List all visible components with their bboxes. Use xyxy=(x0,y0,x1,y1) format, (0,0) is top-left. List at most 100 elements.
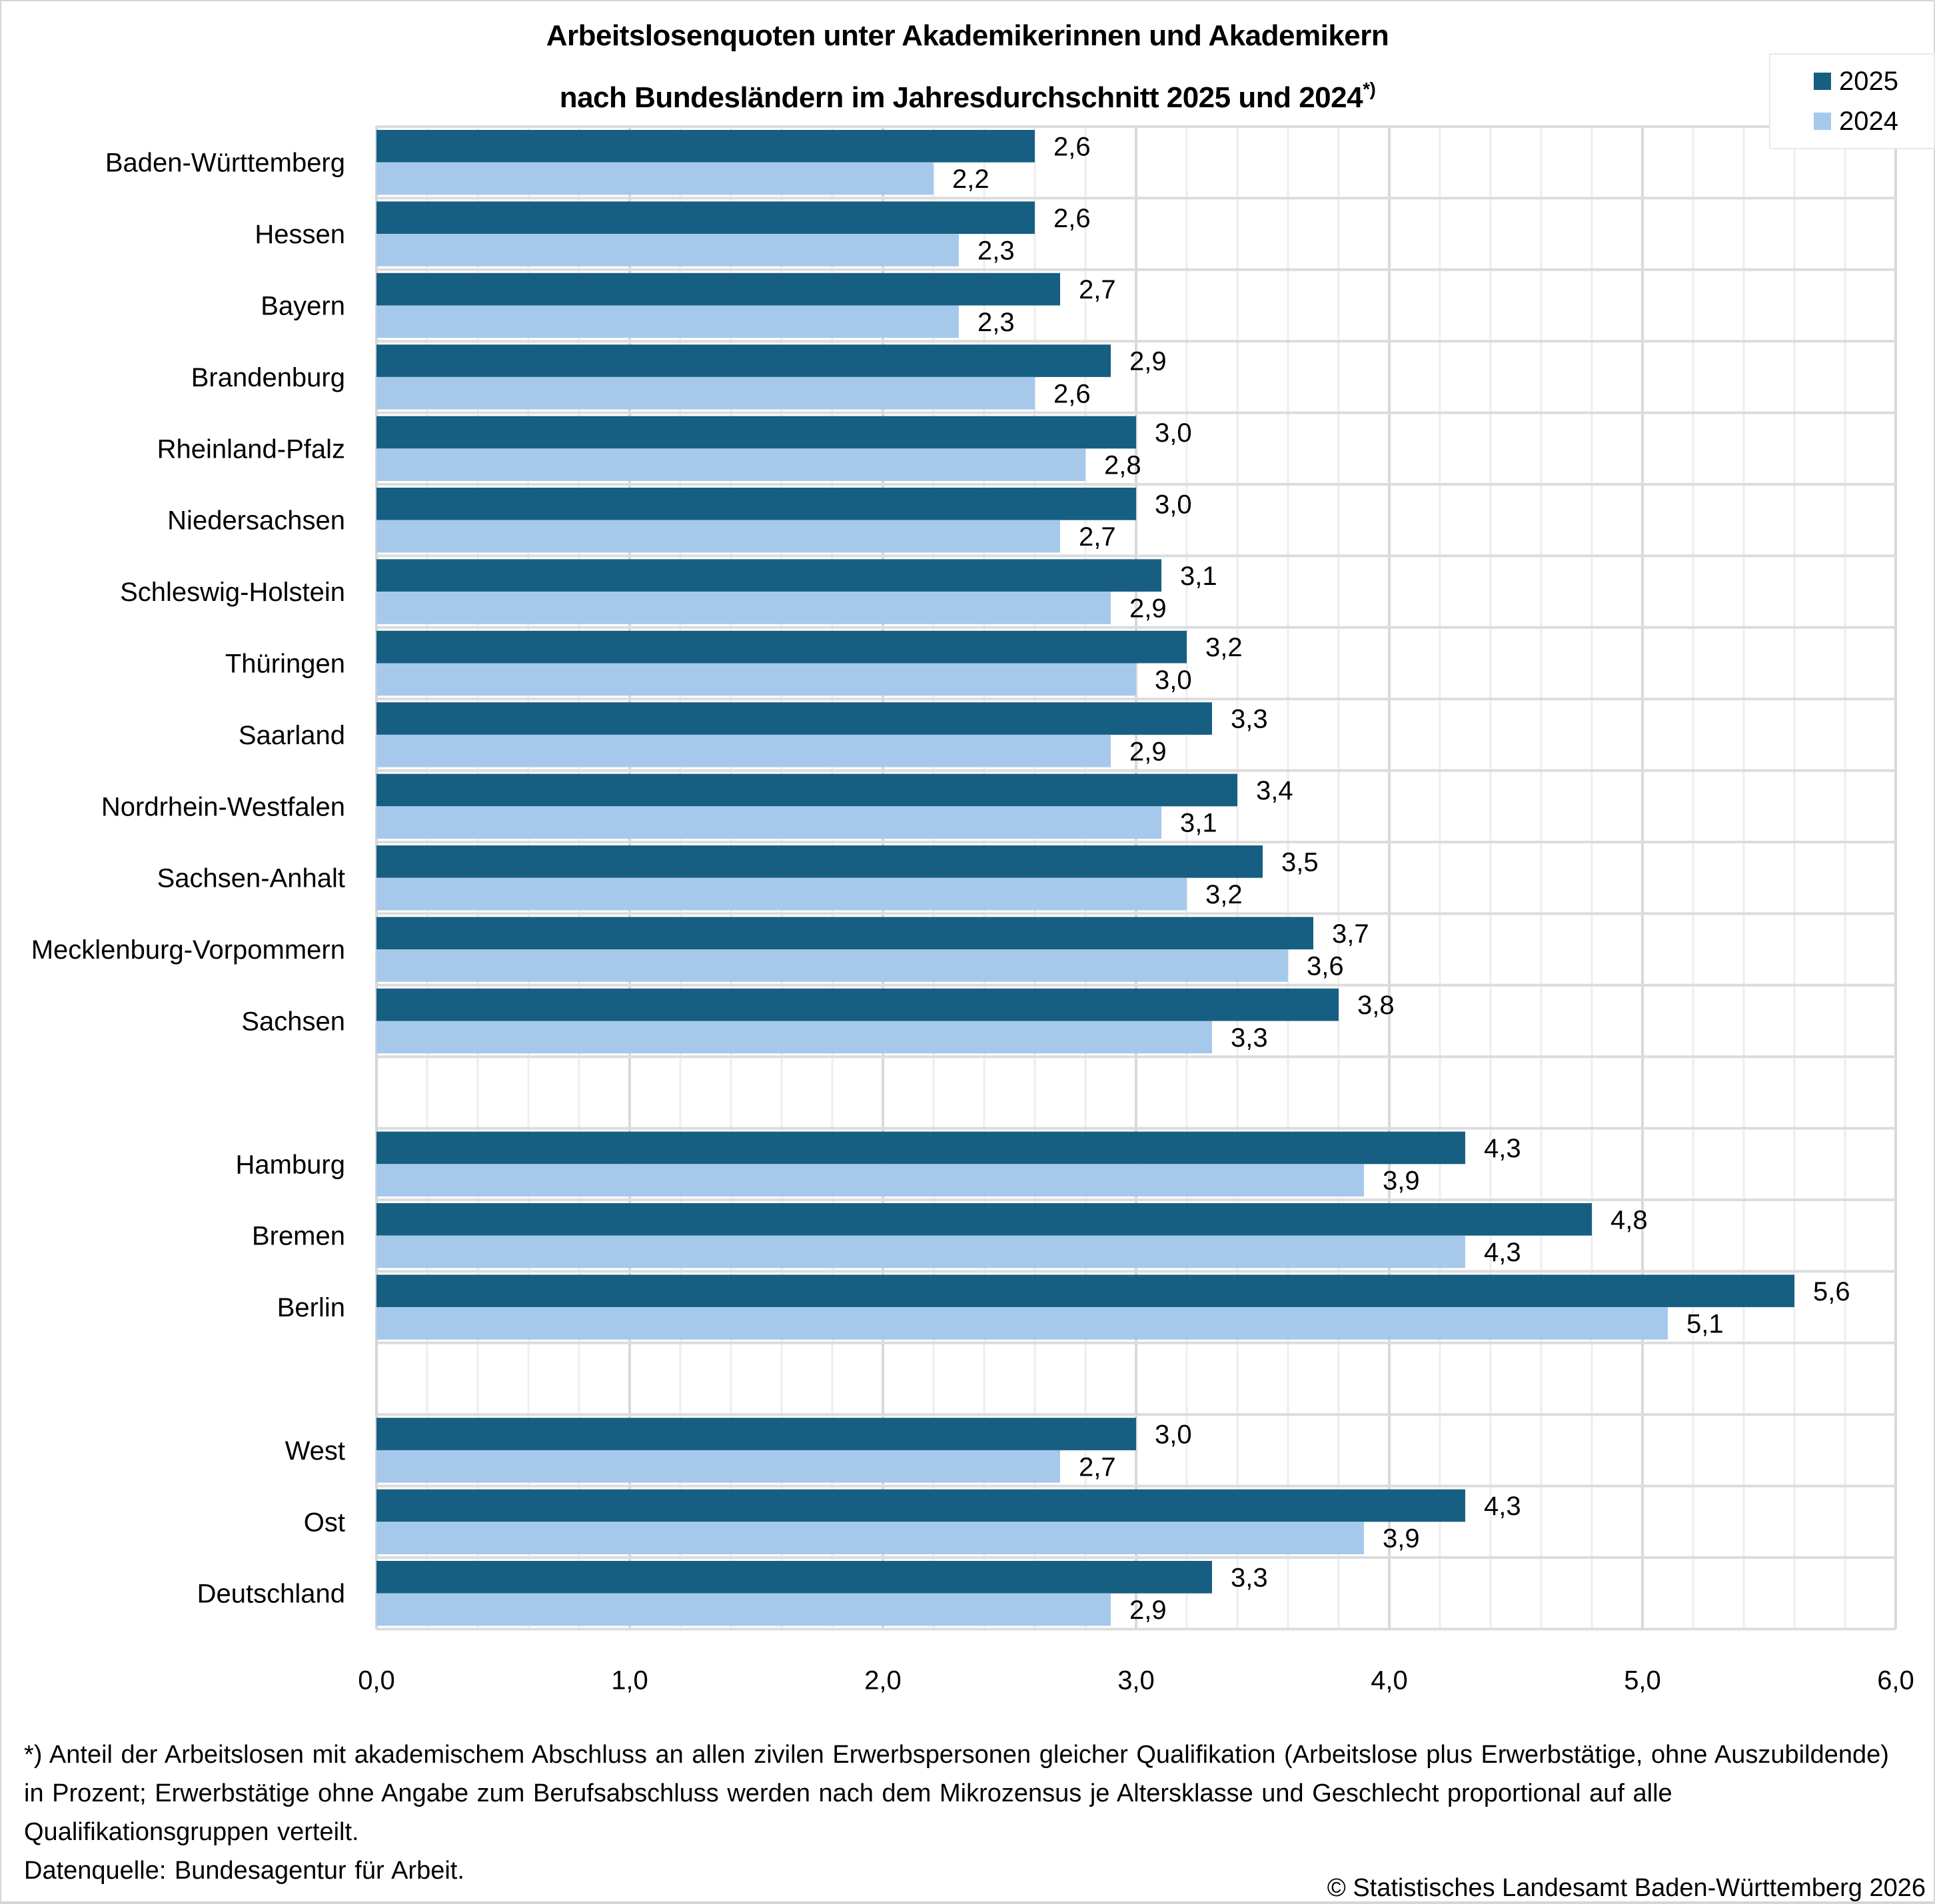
chart-title-line-1: Arbeitslosenquoten unter Akademikerinnen… xyxy=(546,19,1389,52)
bar-2024-schleswig-holstein[interactable] xyxy=(376,592,1111,624)
category-label-thueringen: Thüringen xyxy=(225,650,345,679)
data-label-2024-sachsen-anhalt: 3,2 xyxy=(1205,880,1243,909)
bar-2024-brandenburg[interactable] xyxy=(376,376,1035,410)
bar-2025-hamburg[interactable] xyxy=(376,1131,1465,1165)
bar-2025-hessen[interactable] xyxy=(376,201,1035,235)
data-label-2024-niedersachsen: 2,7 xyxy=(1079,522,1116,552)
category-label-west: West xyxy=(285,1436,345,1466)
data-label-2025-rheinland-pfalz: 3,0 xyxy=(1155,418,1192,448)
legend-item-2025[interactable]: 2025 xyxy=(1814,61,1898,101)
bar-2024-saarland[interactable] xyxy=(376,734,1111,767)
bar-2025-rheinland-pfalz[interactable] xyxy=(376,416,1136,449)
data-label-2025-nordrhein-westfalen: 3,4 xyxy=(1256,776,1293,805)
bar-2024-sachsen-anhalt[interactable] xyxy=(376,877,1187,911)
category-label-sachsen: Sachsen xyxy=(241,1007,345,1037)
bar-2025-brandenburg[interactable] xyxy=(376,344,1111,377)
data-label-2024-bayern: 2,3 xyxy=(977,308,1015,337)
bar-2025-mecklenburg-vorpommern[interactable] xyxy=(376,917,1313,950)
bar-2025-nordrhein-westfalen[interactable] xyxy=(376,773,1237,807)
bar-2024-deutschland[interactable] xyxy=(376,1593,1111,1626)
bar-2025-bremen[interactable] xyxy=(376,1203,1592,1236)
bar-2024-baden-wuerttemberg[interactable] xyxy=(376,162,934,195)
data-label-2024-west: 2,7 xyxy=(1079,1452,1116,1482)
category-label-hamburg: Hamburg xyxy=(235,1150,345,1179)
data-label-2024-saarland: 2,9 xyxy=(1129,737,1167,766)
category-label-ost: Ost xyxy=(304,1508,345,1537)
bar-2025-thueringen[interactable] xyxy=(376,630,1187,664)
data-labels: 2,6 2,2 2,6 2,3 2,7 2,3 2,9 2,6 3,0 2,8 3,0 2,7 3,1 2… xyxy=(952,132,1850,1625)
x-tick-label: 4,0 xyxy=(1371,1666,1408,1695)
chart-title-line-2: nach Bundesländern im Jahresdurchschnitt… xyxy=(0,63,1935,125)
data-label-2024-ost: 3,9 xyxy=(1383,1524,1420,1554)
chart-title-line-2-text: nach Bundesländern im Jahresdurchschnitt… xyxy=(559,81,1363,114)
data-label-2025-brandenburg: 2,9 xyxy=(1129,347,1167,376)
bar-2025-deutschland[interactable] xyxy=(376,1561,1212,1594)
data-label-2024-thueringen: 3,0 xyxy=(1155,666,1192,695)
bar-2025-sachsen[interactable] xyxy=(376,988,1339,1021)
data-label-2024-nordrhein-westfalen: 3,1 xyxy=(1180,809,1217,838)
x-axis-ticks: 0,0 1,0 2,0 3,0 4,0 5,0 6,0 xyxy=(358,1666,1914,1695)
bar-2025-sachsen-anhalt[interactable] xyxy=(376,845,1263,878)
data-label-2025-sachsen: 3,8 xyxy=(1357,991,1395,1020)
data-label-2025-niedersachsen: 3,0 xyxy=(1155,490,1192,519)
bar-2024-niedersachsen[interactable] xyxy=(376,520,1060,553)
data-label-2025-hamburg: 4,3 xyxy=(1484,1134,1521,1163)
legend: 2025 2024 xyxy=(1769,53,1935,149)
bar-2024-west[interactable] xyxy=(376,1450,1060,1483)
bar-2024-berlin[interactable] xyxy=(376,1307,1668,1340)
data-label-2024-berlin: 5,1 xyxy=(1686,1309,1724,1338)
bar-2025-saarland[interactable] xyxy=(376,702,1212,735)
legend-item-2024[interactable]: 2024 xyxy=(1814,101,1898,141)
data-label-2025-west: 3,0 xyxy=(1155,1420,1192,1450)
data-label-2025-deutschland: 3,3 xyxy=(1231,1563,1268,1592)
data-label-2025-berlin: 5,6 xyxy=(1813,1277,1850,1306)
bar-2024-bremen[interactable] xyxy=(376,1235,1465,1268)
category-label-niedersachsen: Niedersachsen xyxy=(167,506,345,536)
bar-2025-schleswig-holstein[interactable] xyxy=(376,559,1161,592)
category-label-rheinland-pfalz: Rheinland-Pfalz xyxy=(157,434,345,464)
bar-2024-ost[interactable] xyxy=(376,1522,1364,1554)
bar-chart: 2,6 2,2 2,6 2,3 2,7 2,3 2,9 2,6 3,0 2,8 3,0 2,7 3,1 2… xyxy=(31,125,1914,1695)
bar-2024-hamburg[interactable] xyxy=(376,1164,1364,1196)
chart-title: Arbeitslosenquoten unter Akademikerinnen… xyxy=(0,9,1935,125)
bar-2024-bayern[interactable] xyxy=(376,305,959,338)
copyright: © Statistisches Landesamt Baden-Württemb… xyxy=(1327,1874,1926,1902)
bar-2025-berlin[interactable] xyxy=(376,1274,1794,1308)
category-label-hessen: Hessen xyxy=(255,220,345,249)
x-tick-label: 6,0 xyxy=(1877,1666,1914,1695)
category-label-brandenburg: Brandenburg xyxy=(191,363,345,392)
bar-2025-baden-wuerttemberg[interactable] xyxy=(376,130,1035,163)
x-tick-label: 0,0 xyxy=(358,1666,395,1695)
bar-2025-bayern[interactable] xyxy=(376,272,1060,306)
category-label-berlin: Berlin xyxy=(277,1293,345,1322)
category-label-nordrhein-westfalen: Nordrhein-Westfalen xyxy=(101,792,345,821)
bar-2025-west[interactable] xyxy=(376,1418,1136,1450)
footnote-marker: *) xyxy=(1363,79,1376,99)
bar-2024-rheinland-pfalz[interactable] xyxy=(376,448,1085,481)
data-label-2025-bayern: 2,7 xyxy=(1079,275,1116,304)
legend-label-2024: 2024 xyxy=(1839,106,1898,136)
data-label-2025-saarland: 3,3 xyxy=(1231,705,1268,734)
bar-2024-thueringen[interactable] xyxy=(376,663,1136,696)
data-label-2025-sachsen-anhalt: 3,5 xyxy=(1281,847,1319,877)
bar-2024-hessen[interactable] xyxy=(376,234,959,266)
legend-swatch-2025 xyxy=(1814,73,1831,90)
data-label-2024-hamburg: 3,9 xyxy=(1383,1167,1420,1196)
bar-2024-nordrhein-westfalen[interactable] xyxy=(376,806,1161,839)
category-label-baden-wuerttemberg: Baden-Württemberg xyxy=(105,149,345,178)
data-label-2024-sachsen: 3,3 xyxy=(1231,1023,1268,1053)
bar-2025-ost[interactable] xyxy=(376,1489,1465,1522)
footnote: *) Anteil der Arbeitslosen mit akademisc… xyxy=(24,1735,1916,1890)
data-label-2025-bremen: 4,8 xyxy=(1611,1205,1648,1234)
bar-2024-sachsen[interactable] xyxy=(376,1021,1212,1054)
data-label-2025-thueringen: 3,2 xyxy=(1205,633,1243,662)
data-label-2024-rheinland-pfalz: 2,8 xyxy=(1104,451,1141,480)
bar-2024-mecklenburg-vorpommern[interactable] xyxy=(376,949,1288,982)
bar-2025-niedersachsen[interactable] xyxy=(376,488,1136,520)
legend-label-2025: 2025 xyxy=(1839,66,1898,96)
category-label-mecklenburg-vorpommern: Mecklenburg-Vorpommern xyxy=(31,935,345,965)
data-label-2024-bremen: 4,3 xyxy=(1484,1238,1521,1267)
bars xyxy=(376,130,1794,1626)
category-label-bremen: Bremen xyxy=(252,1222,345,1251)
